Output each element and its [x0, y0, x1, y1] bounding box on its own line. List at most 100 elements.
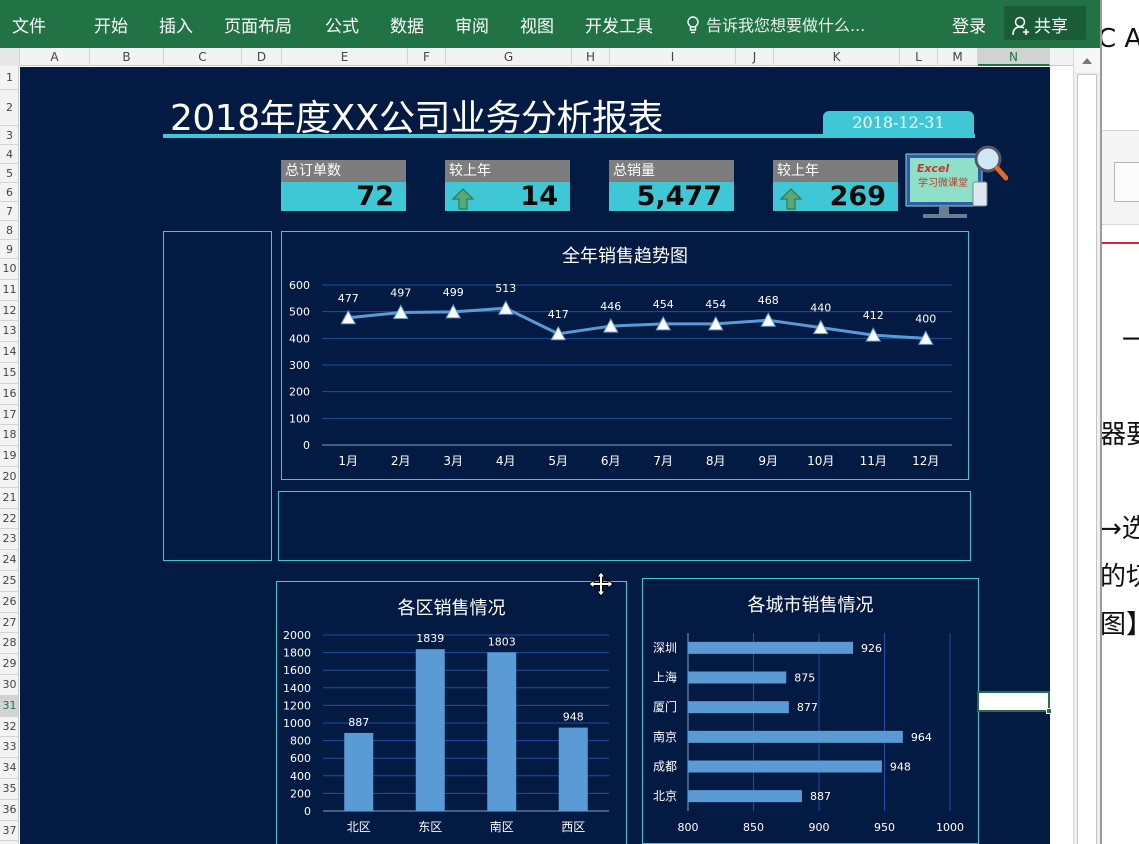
data-label: 400 [915, 312, 936, 325]
row-header-13[interactable]: 13 [0, 321, 18, 343]
column-header-g[interactable]: G [446, 48, 572, 66]
data-label: 454 [653, 298, 674, 311]
data-label: 1803 [488, 635, 516, 648]
row-header-12[interactable]: 12 [0, 301, 18, 322]
x-tick-label: 4月 [496, 454, 516, 468]
data-label: 454 [705, 298, 726, 311]
row-header-32[interactable]: 32 [0, 717, 18, 738]
row-header-11[interactable]: 11 [0, 280, 18, 301]
row-header-1[interactable]: 1 [0, 66, 18, 90]
bg-text: 一 [1122, 320, 1139, 357]
kpi-orders-vs-last-year[interactable]: 较上年 14 [445, 160, 570, 212]
kpi-total-orders[interactable]: 总订单数 72 [281, 160, 406, 212]
tab-page-layout[interactable]: 页面布局 [224, 17, 292, 37]
selected-cell-n31[interactable] [977, 691, 1052, 714]
x-tick-label: 11月 [860, 454, 887, 468]
column-header-k[interactable]: K [774, 48, 900, 66]
worksheet-dashboard[interactable]: 2018年度XX公司业务分析报表 2018-12-31 总订单数 72 较上年 … [20, 67, 1050, 844]
kpi-sales-vs-last-year[interactable]: 较上年 269 [773, 160, 898, 212]
vertical-scrollbar[interactable] [1073, 48, 1100, 844]
column-header-a[interactable]: A [20, 48, 90, 66]
column-header-c[interactable]: C [164, 48, 242, 66]
fill-handle[interactable] [1046, 708, 1052, 714]
y-tick-label: 深圳 [653, 641, 677, 655]
kpi-label: 较上年 [445, 160, 570, 182]
column-header-j[interactable]: J [736, 48, 774, 66]
row-header-29[interactable]: 29 [0, 654, 18, 675]
data-point-marker [812, 319, 829, 335]
tell-me-search[interactable]: 告诉我您想要做什么... [686, 12, 865, 36]
row-header-34[interactable]: 34 [0, 758, 18, 779]
row-header-17[interactable]: 17 [0, 405, 18, 426]
data-label: 964 [911, 731, 932, 744]
row-header-3[interactable]: 3 [0, 126, 18, 145]
row-header-7[interactable]: 7 [0, 202, 18, 221]
row-header-8[interactable]: 8 [0, 221, 18, 240]
share-button[interactable]: 共享 [1004, 6, 1086, 40]
row-header-33[interactable]: 33 [0, 737, 18, 759]
select-all-corner[interactable] [0, 48, 20, 66]
city-sales-chart-panel[interactable]: 各城市销售情况 800 850 900 950 1000 926 深圳 875 上海 877 厦门 9… [642, 578, 979, 844]
data-label: 875 [794, 672, 815, 685]
annual-trend-chart-panel[interactable]: 全年销售趋势图 0 100 200 300 400 500 600 477 497 499 513 4… [281, 231, 969, 480]
row-header-28[interactable]: 28 [0, 633, 18, 655]
scroll-up-arrow-icon[interactable] [1074, 48, 1100, 72]
row-header-20[interactable]: 20 [0, 467, 18, 488]
tab-data[interactable]: 数据 [390, 17, 424, 37]
data-label: 468 [758, 294, 779, 307]
tab-file[interactable]: 文件 [12, 17, 46, 37]
column-header-e[interactable]: E [282, 48, 408, 66]
tab-review[interactable]: 审阅 [455, 17, 489, 37]
row-header-6[interactable]: 6 [0, 183, 18, 202]
row-header-15[interactable]: 15 [0, 363, 18, 384]
row-header-18[interactable]: 18 [0, 425, 18, 447]
row-header-37[interactable]: 37 [0, 821, 18, 842]
row-header-4[interactable]: 4 [0, 145, 18, 164]
row-header-22[interactable]: 22 [0, 509, 18, 530]
column-header-l[interactable]: L [900, 48, 938, 66]
row-header-21[interactable]: 21 [0, 488, 18, 509]
column-header-i[interactable]: I [610, 48, 736, 66]
row-header-10[interactable]: 10 [0, 259, 18, 280]
row-header-25[interactable]: 25 [0, 571, 18, 592]
row-header-35[interactable]: 35 [0, 779, 18, 800]
data-label: 926 [861, 642, 882, 655]
column-header-f[interactable]: F [408, 48, 446, 66]
region-sales-chart-panel[interactable]: 各区销售情况 0 200 400 600 800 1000 1200 1400 1600 1800… [276, 581, 627, 844]
column-header-d[interactable]: D [242, 48, 282, 66]
row-header-27[interactable]: 27 [0, 613, 18, 634]
tab-developer[interactable]: 开发工具 [585, 17, 653, 37]
row-header-2[interactable]: 2 [0, 90, 18, 126]
row-header-31[interactable]: 31 [0, 695, 18, 717]
row-header-36[interactable]: 36 [0, 800, 18, 821]
column-header-m[interactable]: M [938, 48, 978, 66]
column-header-h[interactable]: H [572, 48, 610, 66]
row-header-24[interactable]: 24 [0, 550, 18, 571]
row-header-9[interactable]: 9 [0, 240, 18, 259]
scrollbar-thumb[interactable] [1077, 74, 1097, 844]
y-tick-label: 1600 [283, 664, 311, 677]
bar [688, 671, 787, 684]
row-header-16[interactable]: 16 [0, 384, 18, 405]
row-header-23[interactable]: 23 [0, 529, 18, 551]
row-header-5[interactable]: 5 [0, 164, 18, 183]
tab-insert[interactable]: 插入 [159, 17, 193, 37]
excel-class-logo[interactable]: Excel 学习微课堂 [903, 144, 1008, 230]
data-point-marker [865, 327, 882, 342]
y-tick-label: 200 [289, 386, 310, 399]
y-tick-label: 100 [289, 412, 310, 425]
row-header-26[interactable]: 26 [0, 592, 18, 613]
data-point-marker [445, 303, 462, 319]
bar [688, 641, 854, 654]
bar [344, 732, 374, 811]
row-header-14[interactable]: 14 [0, 342, 18, 363]
column-header-b[interactable]: B [90, 48, 164, 66]
row-header-30[interactable]: 30 [0, 675, 18, 696]
kpi-total-sales[interactable]: 总销量 5,477 [609, 160, 734, 212]
tab-view[interactable]: 视图 [520, 17, 554, 37]
row-header-19[interactable]: 19 [0, 446, 18, 467]
login-button[interactable]: 登录 [952, 17, 986, 37]
column-header-n[interactable]: N [978, 48, 1050, 66]
tab-formulas[interactable]: 公式 [325, 17, 359, 37]
tab-home[interactable]: 开始 [94, 17, 128, 37]
